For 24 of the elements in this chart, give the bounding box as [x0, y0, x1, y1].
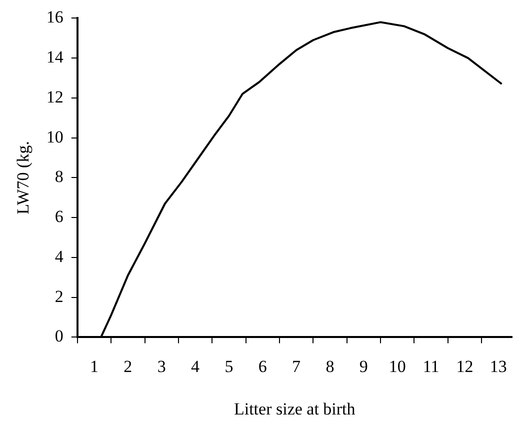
x-tick-label: 8: [326, 356, 334, 376]
y-axis-title: LW70 (kg.: [14, 141, 33, 214]
x-tick-label: 6: [258, 356, 267, 376]
x-axis-title: Litter size at birth: [234, 399, 356, 418]
y-tick-label: 16: [46, 8, 64, 27]
x-tick-label: 13: [490, 356, 507, 376]
y-tick-label: 4: [54, 246, 64, 266]
y-tick-label: 0: [54, 326, 64, 346]
x-tick-label: 10: [388, 356, 406, 376]
x-tick-label: 9: [359, 356, 368, 376]
y-tick-label: 10: [46, 127, 64, 146]
x-tick-label: 11: [422, 356, 440, 376]
x-tick-label: 12: [456, 356, 474, 376]
x-tick-label: 5: [224, 356, 234, 376]
y-tick-label: 12: [46, 87, 64, 106]
y-tick-label: 6: [54, 207, 64, 226]
x-tick-label: 2: [124, 356, 132, 376]
x-tick-label: 1: [90, 356, 98, 376]
y-tick-label: 14: [46, 48, 64, 67]
x-tick-label: 3: [157, 356, 166, 376]
x-tick-label: 7: [292, 356, 302, 376]
y-tick-label: 8: [54, 167, 64, 186]
y-tick-label: 2: [54, 286, 64, 306]
x-tick-label: 4: [191, 356, 200, 376]
